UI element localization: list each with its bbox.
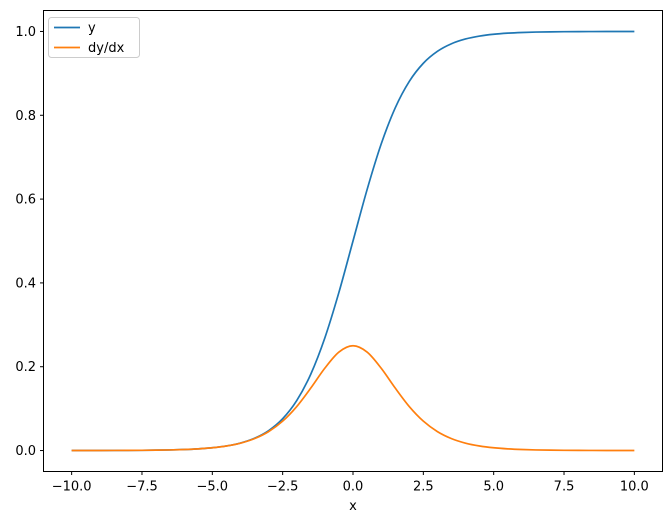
x-tick-label: −5.0 [197, 480, 229, 495]
y-tick-label: 0.0 [15, 444, 36, 459]
x-axis-label: x [349, 499, 357, 514]
x-tick-label: −7.5 [126, 480, 158, 495]
x-tick-label: 0.0 [343, 480, 364, 495]
x-tick-label: 2.5 [413, 480, 434, 495]
series-line-y [71, 30, 635, 452]
series-line-dy-dx [71, 344, 635, 452]
y-tick-label: 1.0 [15, 25, 36, 40]
x-tick-label: 7.5 [554, 480, 575, 495]
x-tick-label: 5.0 [483, 480, 504, 495]
legend-label: dy/dx [88, 41, 125, 56]
y-tick-label: 0.4 [15, 276, 36, 291]
x-tick-label: 10.0 [620, 480, 649, 495]
legend-label: y [88, 21, 96, 36]
y-tick-label: 0.2 [15, 360, 36, 375]
legend: y dy/dx [48, 17, 140, 58]
x-tick-label: −10.0 [52, 480, 92, 495]
x-tick-label: −2.5 [267, 480, 299, 495]
y-tick-label: 0.6 [15, 193, 36, 208]
y-tick-label: 0.8 [15, 109, 36, 124]
